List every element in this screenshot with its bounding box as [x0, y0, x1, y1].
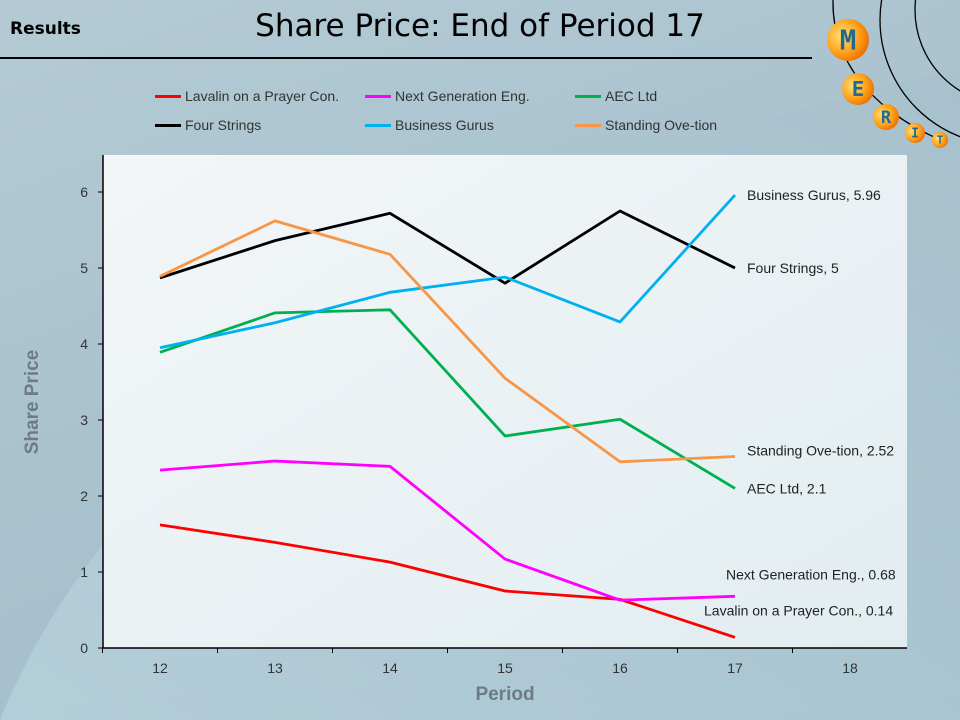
y-tick-label: 2: [80, 488, 88, 504]
legend-swatch: [155, 123, 181, 127]
logo-letter: I: [911, 127, 919, 142]
y-tick-label: 3: [80, 412, 88, 428]
legend-swatch: [575, 123, 601, 127]
header-divider: [0, 57, 812, 59]
y-tick-label: 5: [80, 260, 88, 276]
data-label: Four Strings, 5: [747, 260, 839, 276]
data-label: Lavalin on a Prayer Con., 0.14: [704, 602, 893, 618]
legend-label: Next Generation Eng.: [395, 88, 530, 104]
logo-letter: M: [840, 25, 856, 56]
series-line-business-gurus: [159, 194, 737, 350]
legend-label: Business Gurus: [395, 117, 494, 133]
y-tick-label: 6: [80, 184, 88, 200]
series-line-standing-ove-tion: [159, 219, 736, 464]
y-tick-label: 0: [80, 640, 88, 656]
x-tick-label: 13: [267, 660, 283, 676]
legend-item: Lavalin on a Prayer Con.: [155, 88, 339, 104]
x-tick-label: 18: [842, 660, 858, 676]
y-tick-label: 4: [80, 336, 88, 352]
data-label: Standing Ove-tion, 2.52: [747, 442, 894, 458]
logo-letter: R: [881, 107, 892, 127]
data-label: Business Gurus, 5.96: [747, 187, 881, 203]
x-tick-label: 12: [152, 660, 168, 676]
x-tick-label: 14: [382, 660, 398, 676]
section-label: Results: [10, 19, 81, 39]
logo-ball: [905, 123, 925, 143]
legend-item: Standing Ove-tion: [575, 117, 717, 133]
legend-label: Standing Ove-tion: [605, 117, 718, 133]
legend-swatch: [155, 94, 181, 98]
y-tick-label: 1: [80, 564, 88, 580]
series-line-four-strings: [159, 209, 736, 285]
legend-item: AEC Ltd: [575, 88, 657, 104]
legend-swatch: [365, 94, 391, 98]
logo-ball: [842, 73, 874, 105]
legend-swatch: [365, 123, 391, 127]
legend-item: Four Strings: [155, 117, 261, 133]
x-tick-label: 15: [497, 660, 513, 676]
legend-swatch: [575, 94, 601, 98]
legend-item: Business Gurus: [365, 117, 494, 133]
logo-ball: [932, 132, 948, 148]
series-line-aec-ltd: [159, 308, 736, 490]
page-title: Share Price: End of Period 17: [255, 8, 705, 44]
legend-label: Four Strings: [185, 117, 262, 133]
series-line-lavalin-on-a-prayer-con-: [159, 523, 736, 639]
logo-ball: [827, 19, 869, 61]
x-axis-title: Period: [475, 684, 534, 705]
legend-label: AEC Ltd: [605, 88, 658, 104]
series-line-next-generation-eng-: [159, 459, 736, 602]
x-tick-label: 17: [727, 660, 743, 676]
data-label: Next Generation Eng., 0.68: [726, 566, 896, 582]
logo-ball: [873, 104, 899, 130]
legend-label: Lavalin on a Prayer Con.: [185, 88, 340, 104]
x-tick-label: 16: [612, 660, 628, 676]
data-label: AEC Ltd, 2.1: [747, 480, 827, 496]
legend-item: Next Generation Eng.: [365, 88, 530, 104]
logo-letter: E: [852, 77, 865, 101]
y-axis-title: Share Price: [22, 350, 43, 455]
logo-letter: T: [937, 135, 943, 147]
